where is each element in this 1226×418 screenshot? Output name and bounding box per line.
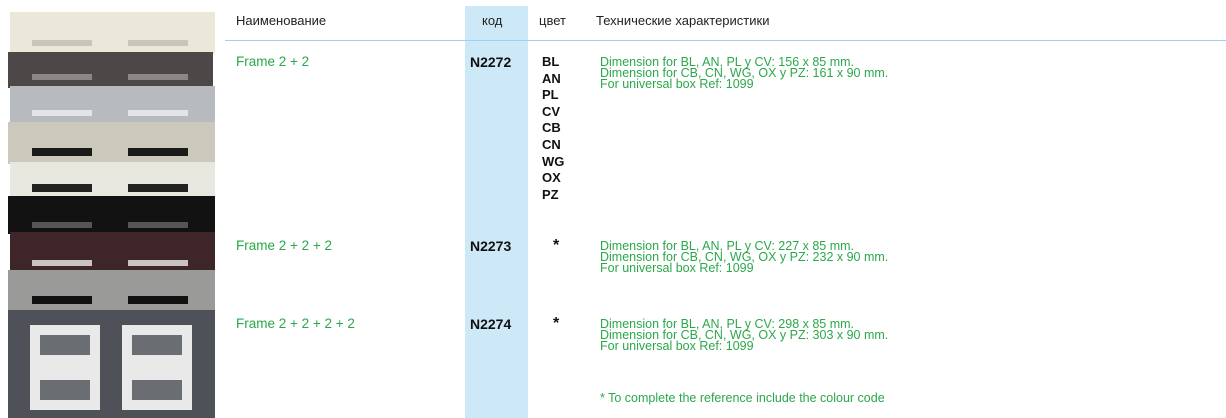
spec-line: Dimension for BL, AN, PL y CV: 298 x 85 … <box>600 317 855 331</box>
product-name: Frame 2 + 2 + 2 + 2 <box>236 316 355 331</box>
spec-line: Dimension for BL, AN, PL y CV: 156 x 85 … <box>600 55 855 69</box>
spec-line: For universal box Ref: 1099 <box>600 339 754 353</box>
color-code: CV <box>542 103 561 119</box>
code-column-band <box>465 6 528 418</box>
product-name: Frame 2 + 2 + 2 <box>236 238 333 253</box>
spec-line: Dimension for CB, CN, WG, OX y PZ: 161 x… <box>600 66 889 80</box>
color-code: OX <box>542 170 561 186</box>
spec-line: Dimension for CB, CN, WG, OX y PZ: 303 x… <box>600 328 889 342</box>
color-code: CN <box>542 137 561 152</box>
product-name: Frame 2 + 2 <box>236 54 310 69</box>
header-specs: Технические характеристики <box>596 13 770 28</box>
color-code: BL <box>542 54 560 69</box>
header-color: цвет <box>539 13 566 28</box>
spec-line: For universal box Ref: 1099 <box>600 77 754 91</box>
color-code: PL <box>542 87 559 103</box>
header-rule <box>225 40 1226 41</box>
color-code: * <box>553 237 560 254</box>
spec-line: For universal box Ref: 1099 <box>600 261 754 275</box>
header-code: код <box>482 13 503 28</box>
spec-line: Dimension for CB, CN, WG, OX y PZ: 232 x… <box>600 250 889 264</box>
product-code: N2272 <box>470 54 512 70</box>
product-image <box>8 12 215 418</box>
color-code: WG <box>542 153 565 169</box>
spec-line: Dimension for BL, AN, PL y CV: 227 x 85 … <box>600 239 855 253</box>
footnote: * To complete the reference include the … <box>600 391 885 405</box>
color-code: AN <box>542 70 561 86</box>
color-code: * <box>553 315 560 332</box>
header-name: Наименование <box>236 13 327 28</box>
color-code: PZ <box>542 186 559 202</box>
product-code: N2273 <box>470 238 512 254</box>
product-code: N2274 <box>470 316 512 332</box>
color-code: CB <box>542 120 561 136</box>
